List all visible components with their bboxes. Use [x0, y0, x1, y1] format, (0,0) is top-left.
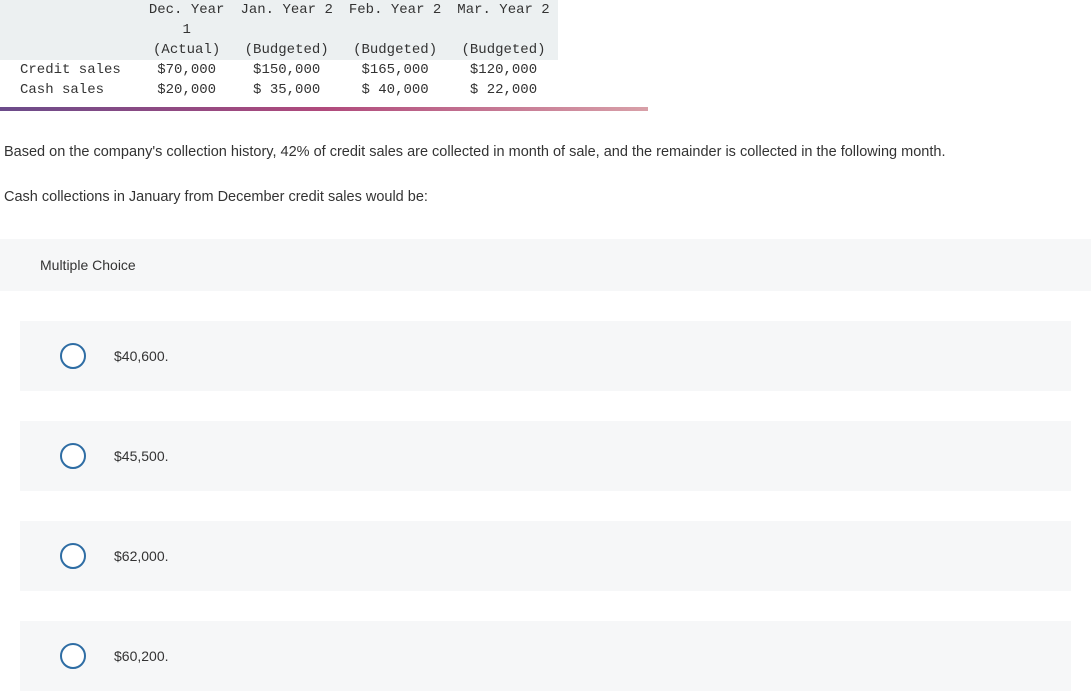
option-label: $45,500.	[114, 448, 169, 464]
row-label: Credit sales	[0, 60, 141, 80]
table-header-mar-3: (Budgeted)	[449, 40, 557, 60]
mc-option-3[interactable]: $62,000.	[20, 521, 1071, 591]
cell: $20,000	[141, 80, 233, 100]
table-header-blank-2	[0, 20, 141, 40]
sales-table: Dec. Year Jan. Year 2 Feb. Year 2 Mar. Y…	[0, 0, 558, 100]
table-header-mar: Mar. Year 2	[449, 0, 557, 20]
option-label: $40,600.	[114, 348, 169, 364]
table-header-blank	[0, 0, 141, 20]
table-header-row-3: (Actual) (Budgeted) (Budgeted) (Budgeted…	[0, 40, 558, 60]
table-header-jan: Jan. Year 2	[232, 0, 340, 20]
mc-header: Multiple Choice	[0, 239, 1091, 291]
table-header-mar-2	[449, 20, 557, 40]
radio-icon[interactable]	[60, 543, 86, 569]
table-header-dec-3: (Actual)	[141, 40, 233, 60]
cell: $150,000	[232, 60, 340, 80]
question-p1: Based on the company's collection histor…	[0, 141, 1091, 164]
table-row: Cash sales $20,000 $ 35,000 $ 40,000 $ 2…	[0, 80, 558, 100]
question-p2: Cash collections in January from Decembe…	[0, 186, 1091, 209]
table-header-feb-2	[341, 20, 449, 40]
cell: $70,000	[141, 60, 233, 80]
table-header-jan-2	[232, 20, 340, 40]
divider-bar	[0, 107, 648, 111]
multiple-choice-block: Multiple Choice $40,600. $45,500. $62,00…	[0, 239, 1091, 691]
table-header-row-2: 1	[0, 20, 558, 40]
table-header-jan-3: (Budgeted)	[232, 40, 340, 60]
cell: $ 35,000	[232, 80, 340, 100]
radio-icon[interactable]	[60, 643, 86, 669]
mc-option-4[interactable]: $60,200.	[20, 621, 1071, 691]
option-label: $60,200.	[114, 648, 169, 664]
mc-options: $40,600. $45,500. $62,000. $60,200.	[0, 321, 1091, 691]
cell: $120,000	[449, 60, 557, 80]
table-header-feb: Feb. Year 2	[341, 0, 449, 20]
cell: $ 22,000	[449, 80, 557, 100]
row-label: Cash sales	[0, 80, 141, 100]
cell: $165,000	[341, 60, 449, 80]
radio-icon[interactable]	[60, 343, 86, 369]
table-header-dec-2: 1	[141, 20, 233, 40]
table-header-row-1: Dec. Year Jan. Year 2 Feb. Year 2 Mar. Y…	[0, 0, 558, 20]
table-header-blank-3	[0, 40, 141, 60]
sales-table-wrapper: Dec. Year Jan. Year 2 Feb. Year 2 Mar. Y…	[0, 0, 558, 100]
table-header-dec: Dec. Year	[141, 0, 233, 20]
mc-option-2[interactable]: $45,500.	[20, 421, 1071, 491]
option-label: $62,000.	[114, 548, 169, 564]
mc-option-1[interactable]: $40,600.	[20, 321, 1071, 391]
cell: $ 40,000	[341, 80, 449, 100]
radio-icon[interactable]	[60, 443, 86, 469]
table-header-feb-3: (Budgeted)	[341, 40, 449, 60]
table-row: Credit sales $70,000 $150,000 $165,000 $…	[0, 60, 558, 80]
